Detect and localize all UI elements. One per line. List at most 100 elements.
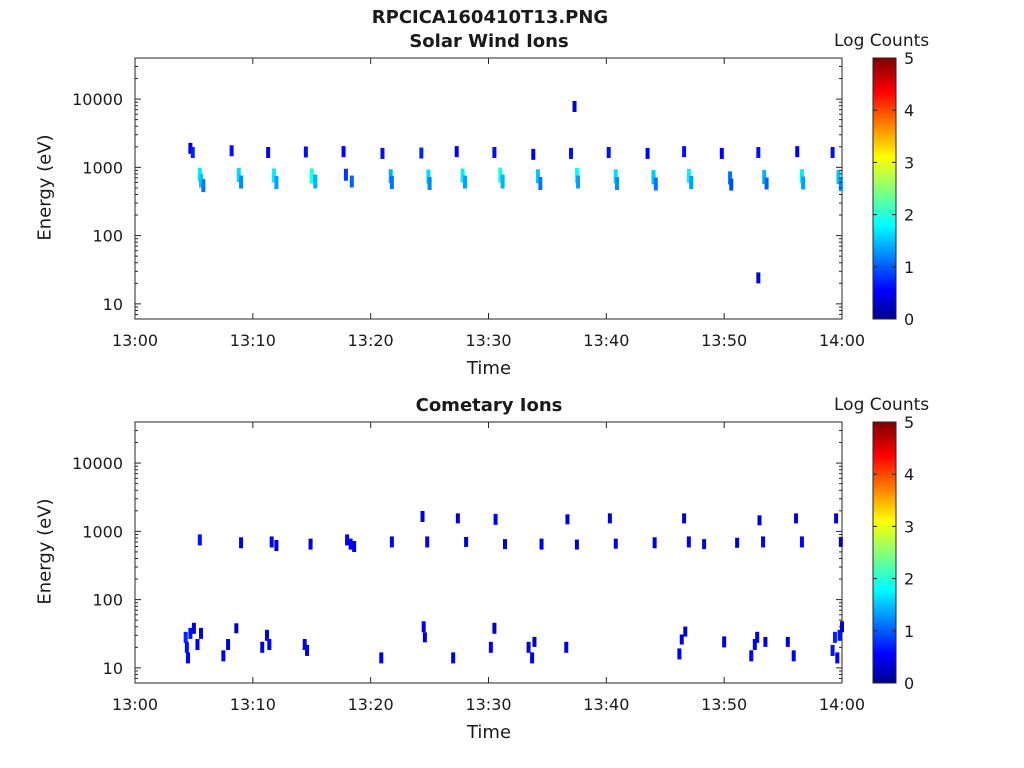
top-data-cell-52	[795, 146, 800, 158]
top-data-cell-57	[838, 178, 843, 192]
top-data-cell-24	[460, 168, 465, 183]
bottom-data-cell-33	[492, 622, 497, 634]
bottom-y-tick-label-2: 1000	[82, 522, 123, 541]
bottom-data-cell-23	[379, 652, 384, 664]
bottom-data-cell-36	[526, 641, 531, 653]
bottom-data-cell-16	[274, 540, 279, 552]
bottom-data-cell-55	[752, 638, 757, 650]
top-data-cell-5	[229, 145, 234, 157]
top-data-cell-32	[568, 147, 573, 159]
top-data-cell-41	[653, 177, 658, 191]
top-y-tick-label-1: 100	[92, 227, 123, 246]
bottom-data-cell-45	[652, 537, 657, 549]
bottom-data-cell-21	[348, 538, 353, 550]
bottom-data-cell-51	[702, 539, 707, 550]
top-data-cell-48	[756, 147, 761, 159]
top-data-cell-20	[419, 147, 424, 159]
bottom-data-cell-59	[763, 636, 768, 647]
bottom-data-cell-10	[234, 623, 239, 634]
bottom-data-cell-8	[221, 650, 226, 662]
bottom-colorbar	[872, 421, 897, 684]
bottom-data-cell-35	[502, 539, 507, 550]
bottom-data-cell-64	[830, 644, 835, 656]
top-data-cell-44	[689, 175, 694, 189]
top-x-tick-label-2: 13:20	[348, 331, 394, 350]
bottom-data-cell-3	[188, 627, 193, 639]
top-data-cell-1	[190, 147, 195, 159]
top-data-cell-55	[830, 147, 835, 159]
bottom-data-cell-52	[722, 636, 727, 648]
bottom-data-cell-4	[191, 622, 196, 634]
bottom-data-cell-29	[451, 652, 456, 664]
top-data-cell-42	[682, 146, 687, 158]
bottom-data-cell-13	[264, 629, 269, 641]
top-colorbar-tick-label-4: 4	[904, 101, 914, 120]
bottom-data-cell-67	[835, 652, 840, 664]
top-data-cell-37	[613, 169, 618, 184]
bottom-data-cell-30	[455, 513, 460, 524]
bottom-data-cell-38	[532, 636, 537, 647]
top-x-tick-label-5: 13:50	[701, 331, 747, 350]
bottom-data-cell-20	[345, 534, 350, 546]
bottom-data-cell-50	[686, 536, 691, 548]
top-data-cell-43	[686, 168, 691, 183]
bottom-data-cell-66	[834, 513, 839, 524]
bottom-x-tick-label-3: 13:30	[465, 695, 511, 714]
bottom-colorbar-tick-label-5: 5	[904, 413, 914, 432]
top-data-cell-25	[462, 175, 467, 189]
top-colorbar	[872, 57, 897, 320]
top-data-cell-40	[651, 170, 656, 185]
top-data-cell-54	[801, 176, 806, 190]
bottom-x-tick-label-4: 13:40	[583, 695, 629, 714]
bottom-data-cell-34	[493, 513, 498, 525]
top-data-cell-27	[498, 167, 503, 183]
top-data-cell-36	[606, 147, 611, 159]
top-data-cell-23	[454, 146, 459, 158]
top-colorbar-tick-label-5: 5	[904, 49, 914, 68]
top-data-cell-0	[188, 142, 193, 154]
top-x-tick-label-0: 13:00	[112, 331, 158, 350]
bottom-data-cell-14	[267, 638, 272, 650]
top-x-tick-label-4: 13:40	[583, 331, 629, 350]
bottom-data-cell-63	[799, 536, 804, 548]
bottom-plot-area	[134, 421, 843, 684]
bottom-data-cell-41	[565, 514, 570, 525]
top-data-cell-46	[728, 171, 733, 185]
bottom-data-cell-62	[794, 513, 799, 524]
bottom-data-cell-43	[607, 513, 612, 524]
top-y-tick-label-0: 10	[103, 295, 123, 314]
top-data-cell-45	[719, 147, 724, 159]
top-data-cell-7	[239, 175, 244, 189]
top-y-tick-label-3: 10000	[72, 90, 123, 109]
top-data-cell-21	[426, 169, 431, 184]
bottom-data-cell-15	[269, 536, 274, 548]
bottom-data-cell-54	[749, 650, 754, 662]
bottom-data-cell-42	[574, 539, 579, 550]
bottom-x-tick-label-0: 13:00	[112, 695, 158, 714]
top-data-cell-22	[427, 176, 432, 190]
bottom-colorbar-tick-label-3: 3	[904, 517, 914, 536]
top-plot-area	[134, 57, 843, 320]
top-data-cell-14	[341, 146, 346, 158]
bottom-data-cell-44	[613, 538, 618, 549]
bottom-data-cell-46	[677, 648, 682, 660]
top-data-cell-38	[614, 176, 619, 190]
bottom-data-cell-12	[260, 641, 265, 653]
bottom-x-tick-label-1: 13:10	[230, 695, 276, 714]
top-data-cell-28	[500, 174, 505, 189]
top-data-cell-31	[538, 176, 543, 190]
top-data-cell-4	[201, 179, 206, 193]
top-data-cell-16	[349, 175, 354, 188]
bottom-data-cell-18	[305, 644, 310, 656]
bottom-data-cell-6	[197, 534, 202, 546]
bottom-colorbar-tick-label-0: 0	[904, 674, 914, 693]
bottom-data-cell-37	[530, 652, 535, 664]
bottom-data-cell-56	[755, 631, 760, 643]
top-data-cell-47	[729, 178, 734, 191]
top-data-cell-56	[836, 170, 841, 185]
bottom-data-cell-2	[186, 652, 191, 664]
bottom-data-cell-47	[679, 634, 684, 645]
bottom-y-tick-label-3: 10000	[72, 454, 123, 473]
bottom-data-cell-49	[683, 626, 688, 637]
